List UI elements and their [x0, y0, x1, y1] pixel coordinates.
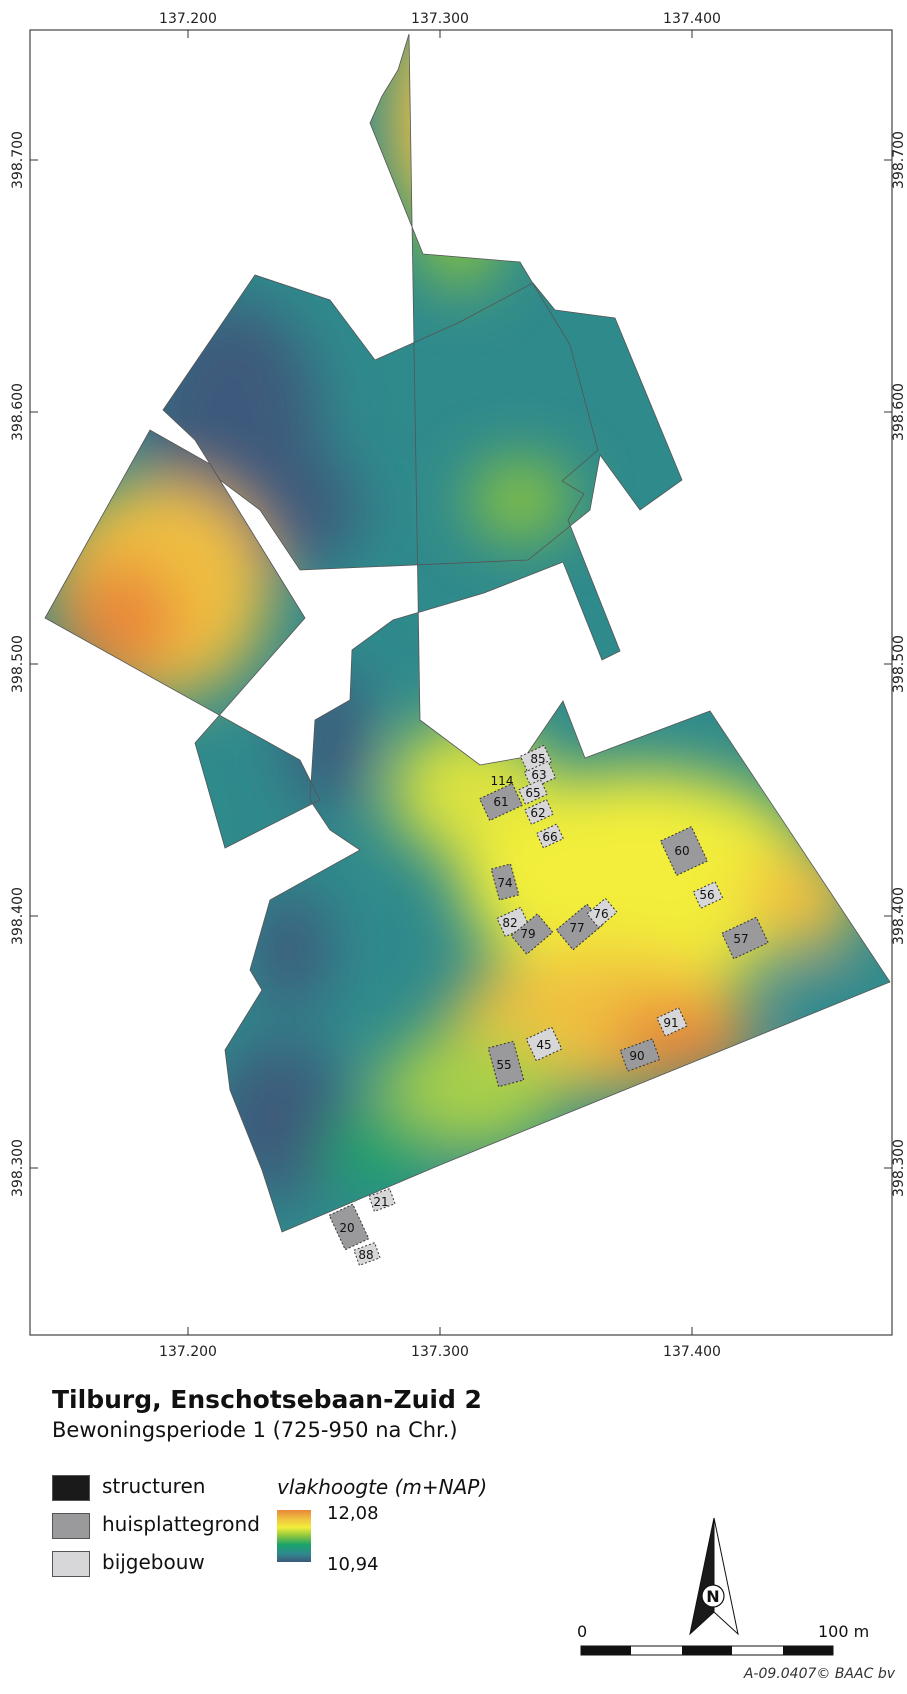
x-tick-label: 137.400 — [663, 11, 721, 27]
map-title: Tilburg, Enschotsebaan-Zuid 2 — [52, 1385, 482, 1414]
unit-label: 62 — [530, 806, 545, 820]
structures-layer: 85 63 114 65 61 62 66 60 74 56 82 79 77 … — [328, 744, 769, 1266]
map-unit: 114 — [491, 774, 514, 788]
unit-label: 114 — [491, 774, 514, 788]
x-axis-top: 137.200 137.300 137.400 — [159, 11, 721, 38]
unit-label: 77 — [569, 921, 584, 935]
unit-label: 76 — [593, 907, 608, 921]
x-tick-label: 137.400 — [663, 1344, 721, 1360]
unit-label: 56 — [699, 888, 714, 902]
scale-bar — [580, 1645, 834, 1656]
map-unit: 91 — [656, 1007, 688, 1037]
y-tick-label: 398.400 — [10, 887, 26, 945]
legend-swatch-bijgebouw — [52, 1551, 90, 1577]
unit-label: 66 — [542, 830, 557, 844]
north-label: N — [706, 1587, 719, 1606]
north-arrow-icon: N — [689, 1517, 739, 1636]
map-unit: 79 — [510, 913, 554, 955]
x-tick-label: 137.200 — [159, 11, 217, 27]
unit-label: 61 — [493, 795, 508, 809]
scale-start-label: 0 — [577, 1622, 588, 1641]
map-unit: 57 — [721, 916, 769, 960]
map-unit: 63 — [523, 760, 557, 790]
y-tick-label: 398.600 — [10, 383, 26, 441]
y-tick-label: 398.300 — [891, 1139, 907, 1197]
map-unit: 74 — [490, 863, 520, 901]
ramp-min-value: 10,94 — [327, 1554, 379, 1575]
unit-label: 55 — [496, 1058, 511, 1072]
y-tick-label: 398.700 — [10, 131, 26, 189]
unit-label: 88 — [358, 1248, 373, 1262]
ramp-max-value: 12,08 — [327, 1503, 379, 1524]
unit-label: 74 — [497, 876, 512, 890]
y-tick-label: 398.400 — [891, 887, 907, 945]
map-unit: 45 — [525, 1026, 563, 1062]
map-subtitle: Bewoningsperiode 1 (725-950 na Chr.) — [52, 1418, 458, 1442]
excavation-outline — [44, 33, 891, 1233]
unit-label: 63 — [531, 768, 546, 782]
y-tick-label: 398.500 — [10, 635, 26, 693]
legend-swatch-structuren — [52, 1475, 90, 1501]
unit-label: 45 — [536, 1038, 551, 1052]
unit-label: 82 — [502, 916, 517, 930]
map-unit: 21 — [368, 1188, 396, 1212]
map-unit: 56 — [692, 881, 724, 909]
x-tick-label: 137.200 — [159, 1344, 217, 1360]
unit-label: 60 — [674, 844, 689, 858]
x-tick-label: 137.300 — [411, 11, 469, 27]
map-unit: 61 — [478, 782, 524, 822]
map-unit: 55 — [487, 1040, 525, 1088]
unit-label: 20 — [339, 1221, 354, 1235]
y-axis-left: 398.700 398.600 398.500 398.400 398.300 — [10, 131, 38, 1197]
unit-label: 65 — [525, 786, 540, 800]
unit-label: 79 — [520, 927, 535, 941]
map-unit: 76 — [586, 897, 618, 929]
y-tick-label: 398.600 — [891, 383, 907, 441]
map-unit: 66 — [535, 823, 565, 849]
x-axis-bottom: 137.200 137.300 137.400 — [159, 1327, 721, 1360]
map-unit: 20 — [328, 1203, 370, 1251]
map-unit: 62 — [524, 799, 554, 825]
map-unit: 60 — [659, 825, 709, 877]
color-ramp — [277, 1510, 311, 1562]
legend-swatch-huisplattegrond — [52, 1513, 90, 1539]
legend-label-bijgebouw: bijgebouw — [102, 1550, 205, 1574]
map-unit: 88 — [353, 1242, 381, 1266]
map-unit: 65 — [518, 779, 548, 805]
legend-label-huisplattegrond: huisplattegrond — [102, 1512, 260, 1536]
ramp-title: vlakhoogte (m+NAP) — [277, 1475, 488, 1499]
credit: A-09.0407© BAAC bv — [743, 1666, 895, 1682]
y-tick-label: 398.500 — [891, 635, 907, 693]
unit-label: 85 — [530, 752, 545, 766]
y-axis-right: 398.700 398.600 398.500 398.400 398.300 — [884, 131, 907, 1197]
unit-label: 57 — [733, 932, 748, 946]
unit-label: 90 — [629, 1049, 644, 1063]
map-unit: 90 — [619, 1038, 661, 1072]
legend-label-structuren: structuren — [102, 1474, 206, 1498]
y-tick-label: 398.300 — [10, 1139, 26, 1197]
unit-label: 91 — [663, 1016, 678, 1030]
unit-label: 21 — [373, 1195, 388, 1209]
scale-end-label: 100 m — [818, 1622, 870, 1641]
y-tick-label: 398.700 — [891, 131, 907, 189]
x-tick-label: 137.300 — [411, 1344, 469, 1360]
